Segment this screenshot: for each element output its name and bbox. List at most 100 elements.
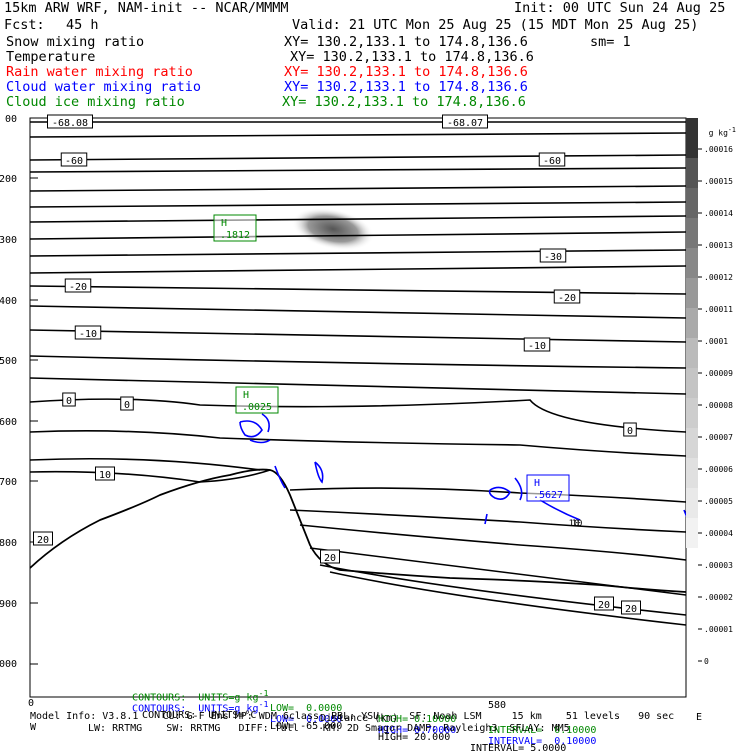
field-cloud-water-xy: XY= 130.2,133.1 to 174.8,136.6: [284, 79, 528, 95]
temperature-label: -20: [69, 282, 87, 293]
field-cloud-water: Cloud water mixing ratio: [6, 79, 202, 95]
temperature-label: -20: [558, 293, 576, 304]
colorbar-tick-label: .00001: [704, 625, 733, 634]
high-letter: H: [221, 218, 227, 229]
temperature-label: 20: [37, 535, 49, 546]
colorbar-tick-label: .00012: [704, 273, 733, 282]
field-rain-xy: XY= 130.2,133.1 to 174.8,136.6: [284, 64, 528, 80]
temperature-label-box: [74, 325, 102, 340]
model-title: 15km ARW WRF, NAM-init -- NCAR/MMMM: [4, 0, 289, 16]
valid-time: Valid: 21 UTC Mon 25 Aug 25 (15 MDT Mon …: [292, 17, 699, 33]
left-mark: W: [30, 722, 37, 733]
colorbar-tick-label: .00008: [704, 401, 733, 410]
y-tick-label: 900: [0, 599, 17, 610]
y-tick-label: 200: [0, 174, 17, 185]
model-info-2: LW: RRTMG SW: RRTMG DIFF: full KM: 2D Sm…: [88, 723, 570, 734]
temperature-label-box: [623, 422, 637, 437]
colorbar-tick-label: .00006: [704, 465, 733, 474]
field-snow: Snow mixing ratio: [6, 34, 145, 50]
temperature-label: -60: [543, 156, 561, 167]
temperature-label-box: [33, 531, 53, 546]
colorbar-tick-label: .00011: [704, 305, 733, 314]
y-tick-label: 00: [5, 114, 17, 125]
colorbar-tick-label: 0: [704, 657, 709, 666]
fcst-value: 45 h: [66, 17, 99, 33]
temperature-label: -30: [544, 252, 562, 263]
y-tick-label: 000: [0, 659, 17, 670]
model-info: Model Info: V3.8.1 CU: G-F Ens MP: WDM 6…: [30, 711, 675, 722]
temperature-label-box: [320, 549, 340, 564]
high-box: [213, 214, 257, 242]
y-axis-labels: 00 200 300 400 500 600 700 800 900 000: [0, 114, 17, 670]
high-box: [235, 386, 279, 414]
colorbar-tick-label: .00009: [704, 369, 733, 378]
colorbar-tick-label: .00005: [704, 497, 733, 506]
temperature-label: -60: [65, 156, 83, 167]
temperature-label: 10: [99, 470, 111, 481]
field-cloud-ice-xy: XY= 130.2,133.1 to 174.8,136.6: [282, 94, 526, 110]
y-tick-label: 800: [0, 538, 17, 549]
temperature-label-box: [553, 289, 581, 304]
high-letter: H: [534, 478, 540, 489]
temperature-label-box: [523, 337, 551, 352]
y-tick-label: 300: [0, 235, 17, 246]
temperature-label-box: [538, 152, 566, 167]
y-tick-label: 700: [0, 477, 17, 488]
temperature-label: -68.07: [447, 118, 483, 129]
isotherms: [29, 121, 687, 626]
small-contour-label: 10: [569, 519, 580, 529]
contours-1: CONTOURS: UNITS=g kg-1 LOW= 0.0000 HIGH=…: [132, 688, 597, 737]
temperature-label: -10: [528, 341, 546, 352]
field-temperature-xy: XY= 130.2,133.1 to 174.8,136.6: [290, 49, 534, 65]
x-end: 580: [488, 700, 507, 711]
high-letter: H: [243, 390, 249, 401]
temperature-label: 20: [598, 600, 610, 611]
colorbar-ticks: .00016 .00015 .00014 .00013 .00012 .00011 .000…: [698, 145, 733, 666]
colorbar: [686, 118, 698, 548]
high-value: .5627: [533, 490, 563, 501]
temperature-label-box: [120, 396, 134, 411]
temperature-label-box: [62, 392, 76, 407]
temperature-label: 20: [625, 604, 637, 615]
colorbar-tick-label: .00004: [704, 529, 733, 538]
sm-value: sm= 1: [590, 34, 631, 50]
init-time: Init: 00 UTC Sun 24 Aug 25: [514, 0, 726, 16]
colorbar-tick-label: .00007: [704, 433, 733, 442]
colorbar-tick-label: .00003: [704, 561, 733, 570]
terrain: [29, 468, 687, 593]
colorbar-tick-label: .00013: [704, 241, 733, 250]
fcst-label: Fcst:: [4, 17, 45, 33]
colorbar-tick-label: .0001: [704, 337, 728, 346]
temperature-label-box: [594, 596, 614, 611]
temperature-label-box: [539, 248, 567, 263]
y-tick-label: 600: [0, 417, 17, 428]
temperature-label: 0: [66, 396, 72, 407]
y-tick-label: 500: [0, 356, 17, 367]
y-tick-label: 400: [0, 296, 17, 307]
colorbar-tick-label: .00016: [704, 145, 733, 154]
colorbar-tick-label: .00015: [704, 177, 733, 186]
temperature-label-box: [64, 278, 92, 293]
colorbar-tick-label: .00002: [704, 593, 733, 602]
field-cloud-ice: Cloud ice mixing ratio: [6, 94, 185, 110]
field-snow-xy: XY= 130.2,133.1 to 174.8,136.6: [284, 34, 528, 50]
y-ticks: [30, 177, 38, 665]
temperature-label: -10: [79, 329, 97, 340]
high-value: .0025: [242, 402, 272, 413]
colorbar-unit: g kg-1: [708, 126, 736, 138]
x-origin: 0: [28, 698, 35, 709]
cloud-water-contours: [239, 413, 689, 525]
temperature-label: 0: [627, 426, 633, 437]
temperature-label: 0: [124, 400, 130, 411]
xlabel: Distance (km): [320, 713, 399, 724]
right-mark: E: [696, 712, 703, 723]
temperature-label-box: [47, 114, 93, 129]
temperature-label: -68.08: [52, 118, 88, 129]
small-contour-label: 10: [572, 519, 583, 529]
snow-mixing-blob: [291, 207, 375, 251]
temperature-label: 20: [324, 553, 336, 564]
field-temperature: Temperature: [6, 49, 96, 65]
temperature-label-box: [60, 152, 88, 167]
